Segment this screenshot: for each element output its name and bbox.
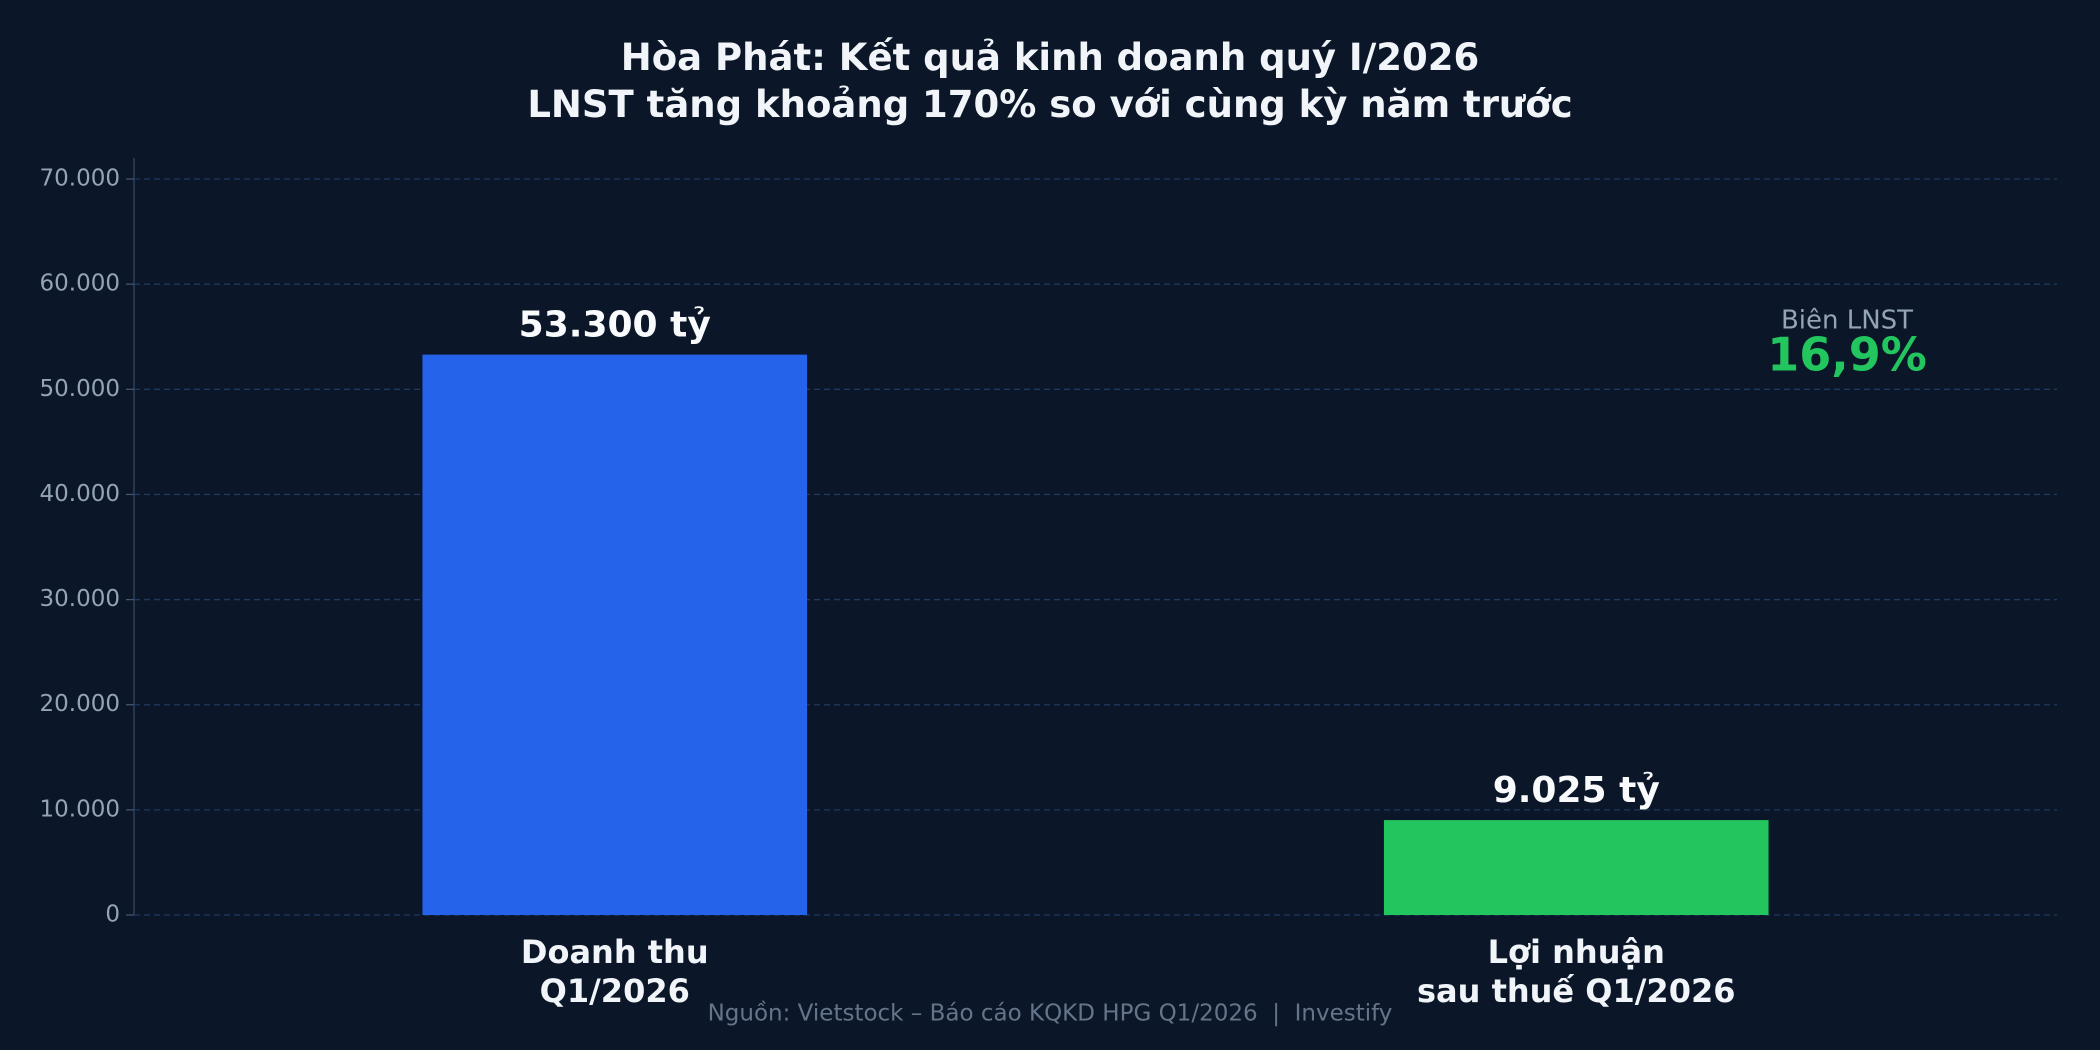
source-note: Nguồn: Vietstock – Báo cáo KQKD HPG Q1/2… — [708, 1001, 1393, 1027]
x-tick-label: Lợi nhuận sau thuế Q1/2026 — [1417, 933, 1735, 1010]
value-label: 9.025 tỷ — [1493, 770, 1660, 811]
chart-title: Hòa Phát: Kết quả kinh doanh quý I/2026 L… — [527, 36, 1572, 126]
bar — [1383, 820, 1769, 915]
y-tick-label: 70.000 — [40, 166, 120, 192]
annotation-value: 16,9% — [1767, 328, 1927, 382]
y-tick-label: 20.000 — [40, 691, 120, 717]
value-label: 53.300 tỷ — [519, 305, 711, 346]
y-tick-label: 30.000 — [40, 586, 120, 612]
bar — [422, 354, 808, 915]
y-tick-label: 40.000 — [40, 481, 120, 507]
annotation-label: Biên LNST — [1781, 306, 1913, 336]
y-tick-label: 60.000 — [40, 271, 120, 297]
y-tick-label: 10.000 — [40, 796, 120, 822]
x-tick-label: Doanh thu Q1/2026 — [521, 933, 709, 1010]
y-tick-label: 50.000 — [40, 376, 120, 402]
y-tick-label: 0 — [105, 902, 120, 928]
